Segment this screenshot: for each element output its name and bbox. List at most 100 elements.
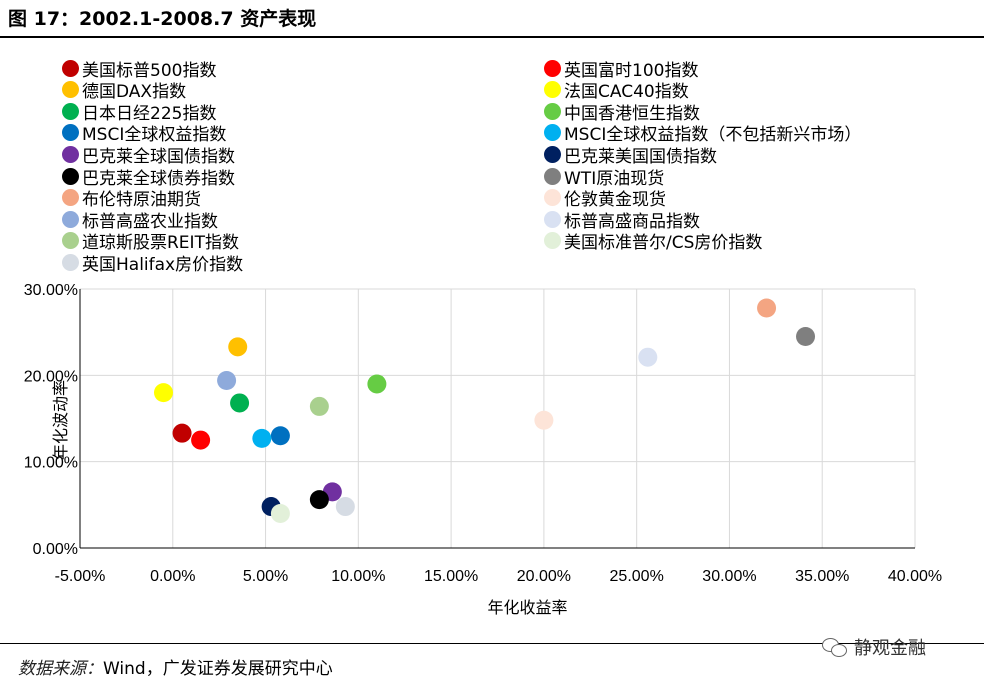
legend-label: 英国富时100指数 (564, 60, 699, 81)
x-tick-label: 5.00% (243, 568, 288, 585)
x-tick-label: 0.00% (150, 568, 195, 585)
legend-item: 法国CAC40指数 (544, 79, 689, 103)
x-axis-title: 年化收益率 (487, 598, 567, 617)
legend-marker (544, 81, 561, 99)
data-point (217, 371, 237, 391)
data-point (367, 374, 387, 394)
legend-item: 伦敦黄金现货 (544, 187, 666, 211)
legend-label: 英国Halifax房价指数 (82, 254, 244, 275)
x-tick-label: 20.00% (517, 568, 571, 585)
legend-label: 布伦特原油期货 (82, 190, 201, 211)
legend-marker (544, 59, 561, 77)
y-tick-label: 0.00% (33, 541, 78, 558)
legend-label: 标普高盛农业指数 (82, 211, 218, 232)
x-tick-label: 10.00% (331, 568, 385, 585)
source-note: 数据来源：Wind，广发证券发展研究中心 (18, 654, 333, 679)
x-tick-label: -5.00% (55, 568, 106, 585)
x-tick-label: 30.00% (702, 568, 756, 585)
legend-marker (544, 189, 561, 207)
chart-legend: 美国标普500指数 英国富时100指数德国DAX指数 法国CAC40指数日本日经22… (0, 0, 988, 280)
data-point (335, 497, 355, 517)
legend-item: 日本日经225指数 (62, 100, 217, 124)
y-axis-title: 年化波动率 (51, 380, 70, 460)
legend-label: 美国标普500指数 (82, 60, 217, 81)
legend-item: 巴克莱全球国债指数 (62, 143, 235, 167)
legend-marker (62, 167, 79, 185)
y-tick-label: 10.00% (24, 455, 78, 472)
legend-item: 美国标准普尔/CS房价指数 (544, 230, 763, 254)
legend-marker (62, 253, 79, 271)
legend-marker (62, 59, 79, 77)
legend-marker (62, 102, 79, 120)
source-rule (0, 643, 984, 644)
legend-item: 标普高盛农业指数 (62, 208, 218, 232)
legend-marker (544, 210, 561, 228)
source-label: 数据来源： (18, 659, 103, 679)
legend-item: 德国DAX指数 (62, 79, 187, 103)
legend-label: 伦敦黄金现货 (564, 190, 666, 211)
data-point (252, 428, 272, 448)
legend-label: 道琼斯股票REIT指数 (82, 233, 239, 254)
legend-marker (62, 210, 79, 228)
watermark: 静观金融 (822, 634, 926, 660)
legend-marker (544, 145, 561, 163)
x-tick-label: 15.00% (424, 568, 478, 585)
legend-marker (62, 81, 79, 99)
x-tick-label: 40.00% (888, 568, 942, 585)
legend-marker (544, 232, 561, 250)
legend-label: 日本日经225指数 (82, 103, 217, 124)
legend-marker (62, 189, 79, 207)
legend-label: MSCI全球权益指数（不包括新兴市场） (564, 125, 862, 146)
data-point (534, 410, 554, 430)
legend-item: MSCI全球权益指数 (62, 122, 227, 146)
title-rule (0, 36, 984, 38)
legend-marker (544, 124, 561, 142)
legend-label: 德国DAX指数 (82, 82, 187, 103)
data-point (154, 383, 173, 403)
legend-item: 布伦特原油期货 (62, 187, 201, 211)
legend-item: 英国富时100指数 (544, 57, 699, 81)
legend-item: 英国Halifax房价指数 (62, 251, 244, 275)
data-point (796, 326, 816, 346)
x-tick-label: 35.00% (795, 568, 849, 585)
legend-item: 巴克莱全球债券指数 (62, 165, 235, 189)
y-tick-label: 20.00% (24, 368, 78, 385)
legend-label: 巴克莱全球债券指数 (82, 168, 235, 189)
legend-marker (62, 232, 79, 250)
wechat-icon (822, 636, 848, 658)
legend-label: 巴克莱美国国债指数 (564, 146, 717, 167)
data-point (230, 393, 250, 413)
legend-item: MSCI全球权益指数（不包括新兴市场） (544, 122, 862, 146)
data-point (309, 396, 329, 416)
legend-item: 道琼斯股票REIT指数 (62, 230, 239, 254)
scatter-plot: -5.00% 0.00% 5.00% 10.00% 15.00% 20.00% 25.00%… (24, 282, 942, 617)
data-point (757, 298, 777, 318)
legend-marker (62, 124, 79, 142)
legend-label: 巴克莱全球国债指数 (82, 146, 235, 167)
watermark-text: 静观金融 (854, 638, 926, 659)
data-point (638, 347, 658, 367)
legend-marker (544, 167, 561, 185)
legend-item: WTI原油现货 (544, 165, 665, 189)
legend-label: 标普高盛商品指数 (564, 211, 700, 232)
legend-label: 美国标准普尔/CS房价指数 (564, 233, 763, 254)
y-tick-label: 30.00% (24, 282, 78, 299)
data-point (172, 423, 192, 443)
legend-item: 标普高盛商品指数 (544, 208, 700, 232)
legend-label: 中国香港恒生指数 (564, 103, 700, 124)
data-point (270, 426, 290, 446)
legend-label: MSCI全球权益指数 (82, 125, 227, 146)
data-point (270, 503, 290, 523)
x-tick-label: 25.00% (610, 568, 664, 585)
data-point (191, 430, 211, 450)
figure-title: 图 17：2002.1-2008.7 资产表现 (8, 8, 317, 30)
data-point (309, 490, 329, 510)
legend-label: WTI原油现货 (564, 168, 665, 189)
legend-label: 法国CAC40指数 (564, 82, 689, 103)
data-point (228, 337, 248, 357)
legend-item: 巴克莱美国国债指数 (544, 143, 717, 167)
legend-item: 中国香港恒生指数 (544, 100, 700, 124)
legend-marker (544, 102, 561, 120)
legend-item: 美国标普500指数 (62, 57, 217, 81)
source-text: Wind，广发证券发展研究中心 (103, 659, 333, 679)
